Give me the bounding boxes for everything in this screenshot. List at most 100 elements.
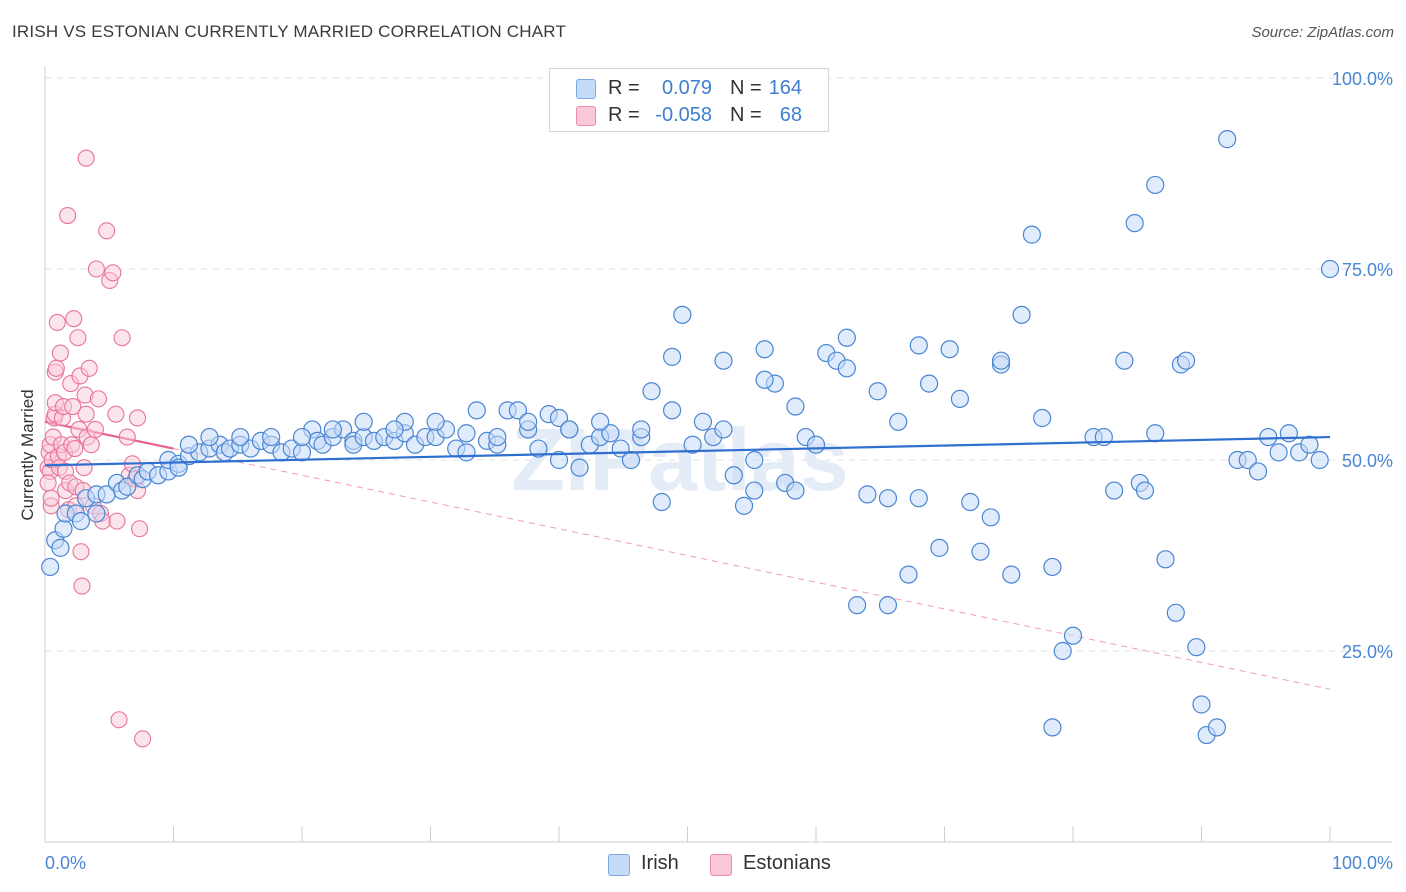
n-label: N = [730, 104, 762, 126]
irish-point [508, 401, 527, 420]
irish-point [642, 382, 661, 401]
irish-point [673, 305, 692, 324]
irish-point [1259, 427, 1278, 447]
r-value: -0.058 [655, 104, 712, 126]
irish-point [54, 519, 73, 538]
legend-item-estonians[interactable]: Estonians [710, 852, 850, 876]
irish-point [683, 435, 702, 454]
estonians-point [42, 489, 60, 507]
r-label: R = [608, 104, 640, 126]
estonians-point [113, 329, 131, 347]
irish-point [457, 443, 476, 462]
estonians-point [98, 222, 116, 240]
n-label: N = [730, 77, 762, 99]
irish-point [179, 435, 199, 454]
irish-point [755, 370, 774, 389]
y-tick-label: 100.0% [1332, 69, 1393, 89]
n-value: 164 [768, 77, 802, 99]
irish-point [457, 424, 476, 443]
y-axis-label: Currently Married [18, 389, 37, 520]
irish-point [878, 489, 898, 508]
estonians-trend-dashed [173, 448, 1331, 690]
irish-point [909, 489, 928, 508]
irish-point [693, 412, 713, 431]
irish-point [118, 477, 137, 496]
estonians-point [131, 520, 149, 538]
x-tick-label-right: 100.0% [1332, 853, 1393, 873]
irish-point [930, 538, 949, 557]
estonians-swatch [576, 106, 596, 126]
estonians-point [51, 344, 69, 362]
irish-legend-label: Irish [641, 852, 679, 874]
irish-point [786, 397, 805, 416]
irish-point [755, 340, 774, 359]
chart-title: IRISH VS ESTONIAN CURRENTLY MARRIED CORR… [12, 22, 567, 41]
irish-point [1207, 718, 1227, 737]
irish-point [292, 427, 312, 447]
irish-point [354, 412, 373, 431]
irish-point [1105, 481, 1124, 500]
estonians-point [134, 730, 152, 748]
irish-point [51, 538, 70, 557]
irish-point [1012, 305, 1031, 324]
estonians-point [66, 439, 84, 458]
r-label: R = [608, 77, 640, 99]
irish-point [1218, 130, 1237, 149]
irish-point [323, 420, 342, 439]
irish-point [889, 412, 908, 431]
estonians-trend-solid [44, 420, 174, 450]
irish-point [385, 420, 404, 439]
legend-row-estonians: R = -0.058 N = 68 [550, 101, 828, 127]
irish-point [745, 450, 764, 470]
estonians-point [80, 359, 98, 377]
correlation-legend: R = 0.079 N = 164 R = -0.058 N = 68 [549, 68, 829, 132]
irish-point [940, 340, 959, 359]
irish-point [858, 485, 877, 504]
irish-point [652, 492, 671, 512]
irish-point [1043, 718, 1062, 737]
legend-item-irish[interactable]: Irish [608, 852, 708, 876]
irish-point [662, 347, 682, 366]
y-tick-label: 25.0% [1342, 642, 1393, 662]
irish-point [1135, 481, 1155, 500]
irish-point [909, 336, 928, 355]
irish-point [231, 427, 250, 447]
irish-point [1022, 225, 1041, 244]
estonians-trend [44, 420, 1331, 690]
irish-point [745, 481, 764, 500]
r-value: 0.079 [661, 77, 712, 99]
estonians-point [48, 313, 66, 332]
irish-point [1300, 435, 1319, 454]
legend-row-irish: R = 0.079 N = 164 [550, 74, 828, 100]
irish-point [426, 412, 445, 431]
irish-point [41, 557, 60, 577]
irish-point [1043, 557, 1062, 577]
irish-point [899, 565, 918, 584]
irish-point [1053, 641, 1072, 661]
irish-point [837, 328, 856, 347]
irish-point [1176, 351, 1196, 370]
irish-point [591, 412, 610, 431]
irish-point [734, 496, 754, 515]
irish-point [549, 408, 569, 428]
irish-point [549, 450, 569, 470]
irish-point [529, 439, 548, 458]
estonians-point [75, 459, 93, 477]
estonians-point [69, 329, 87, 347]
estonians-points [39, 149, 152, 748]
irish-point [262, 427, 281, 447]
estonians-point [72, 543, 90, 561]
irish-point [1002, 565, 1021, 584]
x-tick-label-left: 0.0% [45, 853, 86, 873]
irish-point [1125, 214, 1144, 233]
estonians-point [73, 577, 91, 595]
irish-trend [44, 435, 1331, 467]
estonians-point [110, 711, 128, 729]
irish-point [724, 466, 743, 485]
irish-point [601, 424, 620, 443]
irish-point [1146, 175, 1165, 195]
irish-point [1146, 424, 1165, 443]
irish-point [806, 435, 826, 454]
irish-point [467, 401, 486, 420]
